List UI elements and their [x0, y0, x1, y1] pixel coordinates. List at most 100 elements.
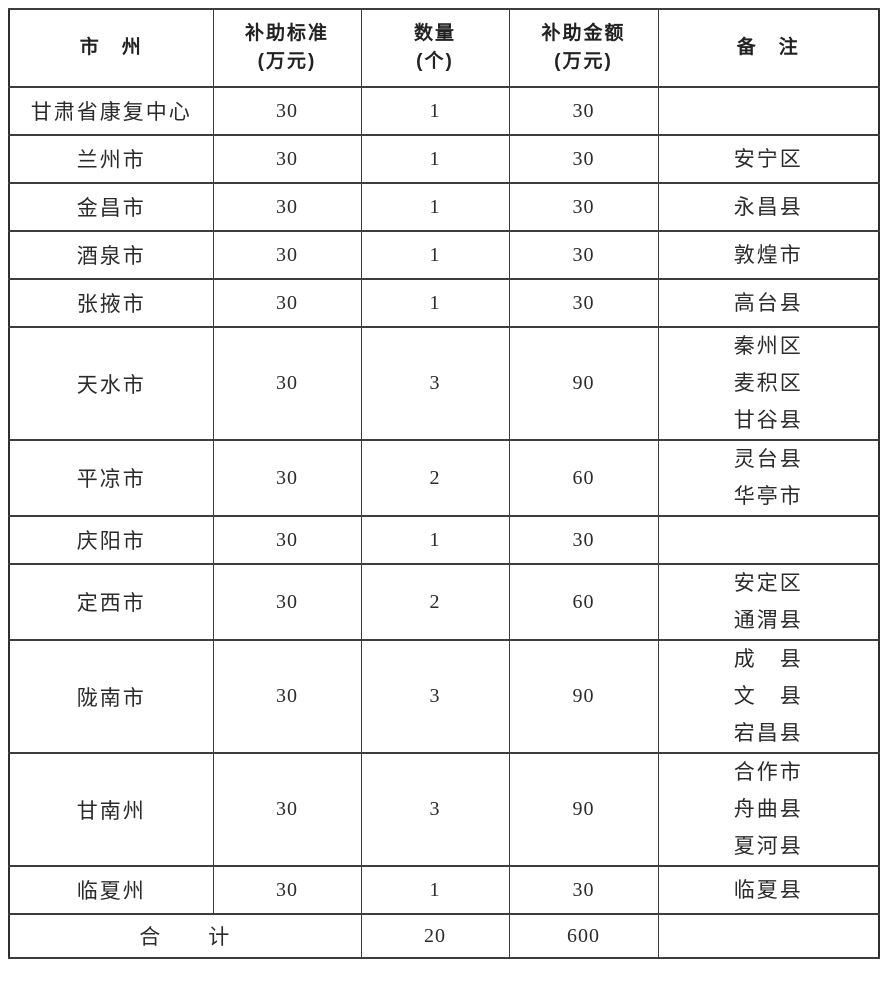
remark-line: 麦积区 — [733, 371, 803, 395]
remark-line: 高台县 — [733, 290, 803, 315]
col-header-standard: 补助标准 (万元) — [212, 8, 362, 88]
amount-cell: 90 — [508, 326, 659, 441]
amount-cell: 30 — [508, 865, 659, 915]
count-cell: 1 — [360, 230, 510, 280]
total-row: 合 计 20 600 — [8, 913, 880, 959]
amount-cell: 90 — [508, 752, 659, 867]
count-cell: 1 — [360, 182, 510, 232]
standard-cell: 30 — [212, 182, 362, 232]
document-page: 市 州 补助标准 (万元) 数量 (个) 补助金额 (万元) 备 注 — [8, 8, 880, 959]
standard-cell: 30 — [212, 563, 362, 641]
region-cell: 天水市 — [8, 326, 214, 441]
remark-cell — [657, 515, 880, 565]
remark-cell: 临夏县 — [657, 865, 880, 915]
remark-line: 甘谷县 — [733, 408, 803, 432]
col-header-count: 数量 (个) — [360, 8, 510, 88]
table-row: 金昌市 30 1 30 永昌县 — [8, 182, 880, 232]
remark-cell: 合作市 舟曲县 夏河县 — [657, 752, 880, 867]
standard-cell: 30 — [212, 439, 362, 517]
amount-cell: 90 — [508, 639, 659, 754]
col-header-region: 市 州 — [8, 8, 214, 88]
remark-line: 夏河县 — [733, 834, 803, 858]
region-cell: 金昌市 — [8, 182, 214, 232]
remark-line: 文 县 — [733, 684, 803, 708]
col-header-amount: 补助金额 (万元) — [508, 8, 659, 88]
count-cell: 1 — [360, 865, 510, 915]
region-cell: 庆阳市 — [8, 515, 214, 565]
remark-line: 敦煌市 — [733, 242, 803, 267]
remark-line: 灵台县 — [733, 447, 803, 471]
amount-cell: 30 — [508, 134, 659, 184]
remark-cell: 敦煌市 — [657, 230, 880, 280]
total-label-cell: 合 计 — [8, 913, 362, 959]
table-row: 临夏州 30 1 30 临夏县 — [8, 865, 880, 915]
remark-cell: 成 县文 县宕昌县 — [657, 639, 880, 754]
remark-line: 临夏县 — [733, 877, 803, 902]
total-count-cell: 20 — [360, 913, 510, 959]
table-row: 定西市 30 2 60 安定区 通渭县 — [8, 563, 880, 641]
count-cell: 1 — [360, 86, 510, 136]
table-row: 平凉市 30 2 60 灵台县华亭市 — [8, 439, 880, 517]
amount-cell: 30 — [508, 182, 659, 232]
count-cell: 2 — [360, 439, 510, 517]
remark-cell: 永昌县 — [657, 182, 880, 232]
standard-cell: 30 — [212, 278, 362, 328]
region-cell: 甘南州 — [8, 752, 214, 867]
region-cell: 平凉市 — [8, 439, 214, 517]
remark-line: 成 县 — [733, 647, 803, 671]
count-cell: 1 — [360, 278, 510, 328]
region-cell: 陇南市 — [8, 639, 214, 754]
table-row: 天水市 30 3 90 秦州区 麦积区 甘谷县 — [8, 326, 880, 441]
remark-cell: 高台县 — [657, 278, 880, 328]
standard-cell: 30 — [212, 134, 362, 184]
table-row: 甘南州 30 3 90 合作市 舟曲县 夏河县 — [8, 752, 880, 867]
standard-cell: 30 — [212, 752, 362, 867]
amount-cell: 30 — [508, 278, 659, 328]
count-cell: 3 — [360, 326, 510, 441]
remark-cell: 安宁区 — [657, 134, 880, 184]
col-header-region-label: 市 州 — [79, 37, 143, 58]
total-amount-cell: 600 — [508, 913, 659, 959]
total-remark-cell — [657, 913, 880, 959]
count-cell: 3 — [360, 752, 510, 867]
remark-line: 华亭市 — [733, 484, 803, 508]
standard-cell: 30 — [212, 515, 362, 565]
remark-cell: 秦州区 麦积区 甘谷县 — [657, 326, 880, 441]
count-cell: 2 — [360, 563, 510, 641]
region-cell: 临夏州 — [8, 865, 214, 915]
count-cell: 3 — [360, 639, 510, 754]
col-header-count-label: 数量 — [413, 23, 456, 44]
subsidy-table: 市 州 补助标准 (万元) 数量 (个) 补助金额 (万元) 备 注 — [8, 8, 880, 959]
remark-line: 安定区 — [733, 571, 803, 595]
col-header-standard-unit: (万元) — [257, 51, 317, 72]
count-cell: 1 — [360, 134, 510, 184]
standard-cell: 30 — [212, 865, 362, 915]
table-row: 兰州市 30 1 30 安宁区 — [8, 134, 880, 184]
remark-line: 舟曲县 — [733, 797, 803, 821]
header-row: 市 州 补助标准 (万元) 数量 (个) 补助金额 (万元) 备 注 — [8, 8, 880, 88]
table-row: 甘肃省康复中心 30 1 30 — [8, 86, 880, 136]
remark-line: 合作市 — [733, 760, 803, 784]
col-header-standard-label: 补助标准 — [244, 23, 329, 44]
col-header-amount-unit: (万元) — [554, 51, 613, 72]
region-cell: 定西市 — [8, 563, 214, 641]
amount-cell: 60 — [508, 563, 659, 641]
region-cell: 酒泉市 — [8, 230, 214, 280]
table-row: 酒泉市 30 1 30 敦煌市 — [8, 230, 880, 280]
table-row: 张掖市 30 1 30 高台县 — [8, 278, 880, 328]
table-body: 甘肃省康复中心 30 1 30 兰州市 30 1 30 安宁区 金昌市 30 1 30 永昌县 酒泉市 30 1… — [8, 86, 880, 915]
remark-line: 永昌县 — [733, 194, 803, 219]
amount-cell: 30 — [508, 515, 659, 565]
amount-cell: 30 — [508, 86, 659, 136]
amount-cell: 60 — [508, 439, 659, 517]
region-cell: 张掖市 — [8, 278, 214, 328]
col-header-count-unit: (个) — [416, 51, 454, 72]
remark-cell — [657, 86, 880, 136]
region-cell: 兰州市 — [8, 134, 214, 184]
standard-cell: 30 — [212, 639, 362, 754]
table-row: 陇南市 30 3 90 成 县文 县宕昌县 — [8, 639, 880, 754]
remark-line: 宕昌县 — [733, 721, 803, 745]
standard-cell: 30 — [212, 86, 362, 136]
col-header-remark: 备 注 — [657, 8, 880, 88]
col-header-remark-label: 备 注 — [736, 37, 800, 58]
